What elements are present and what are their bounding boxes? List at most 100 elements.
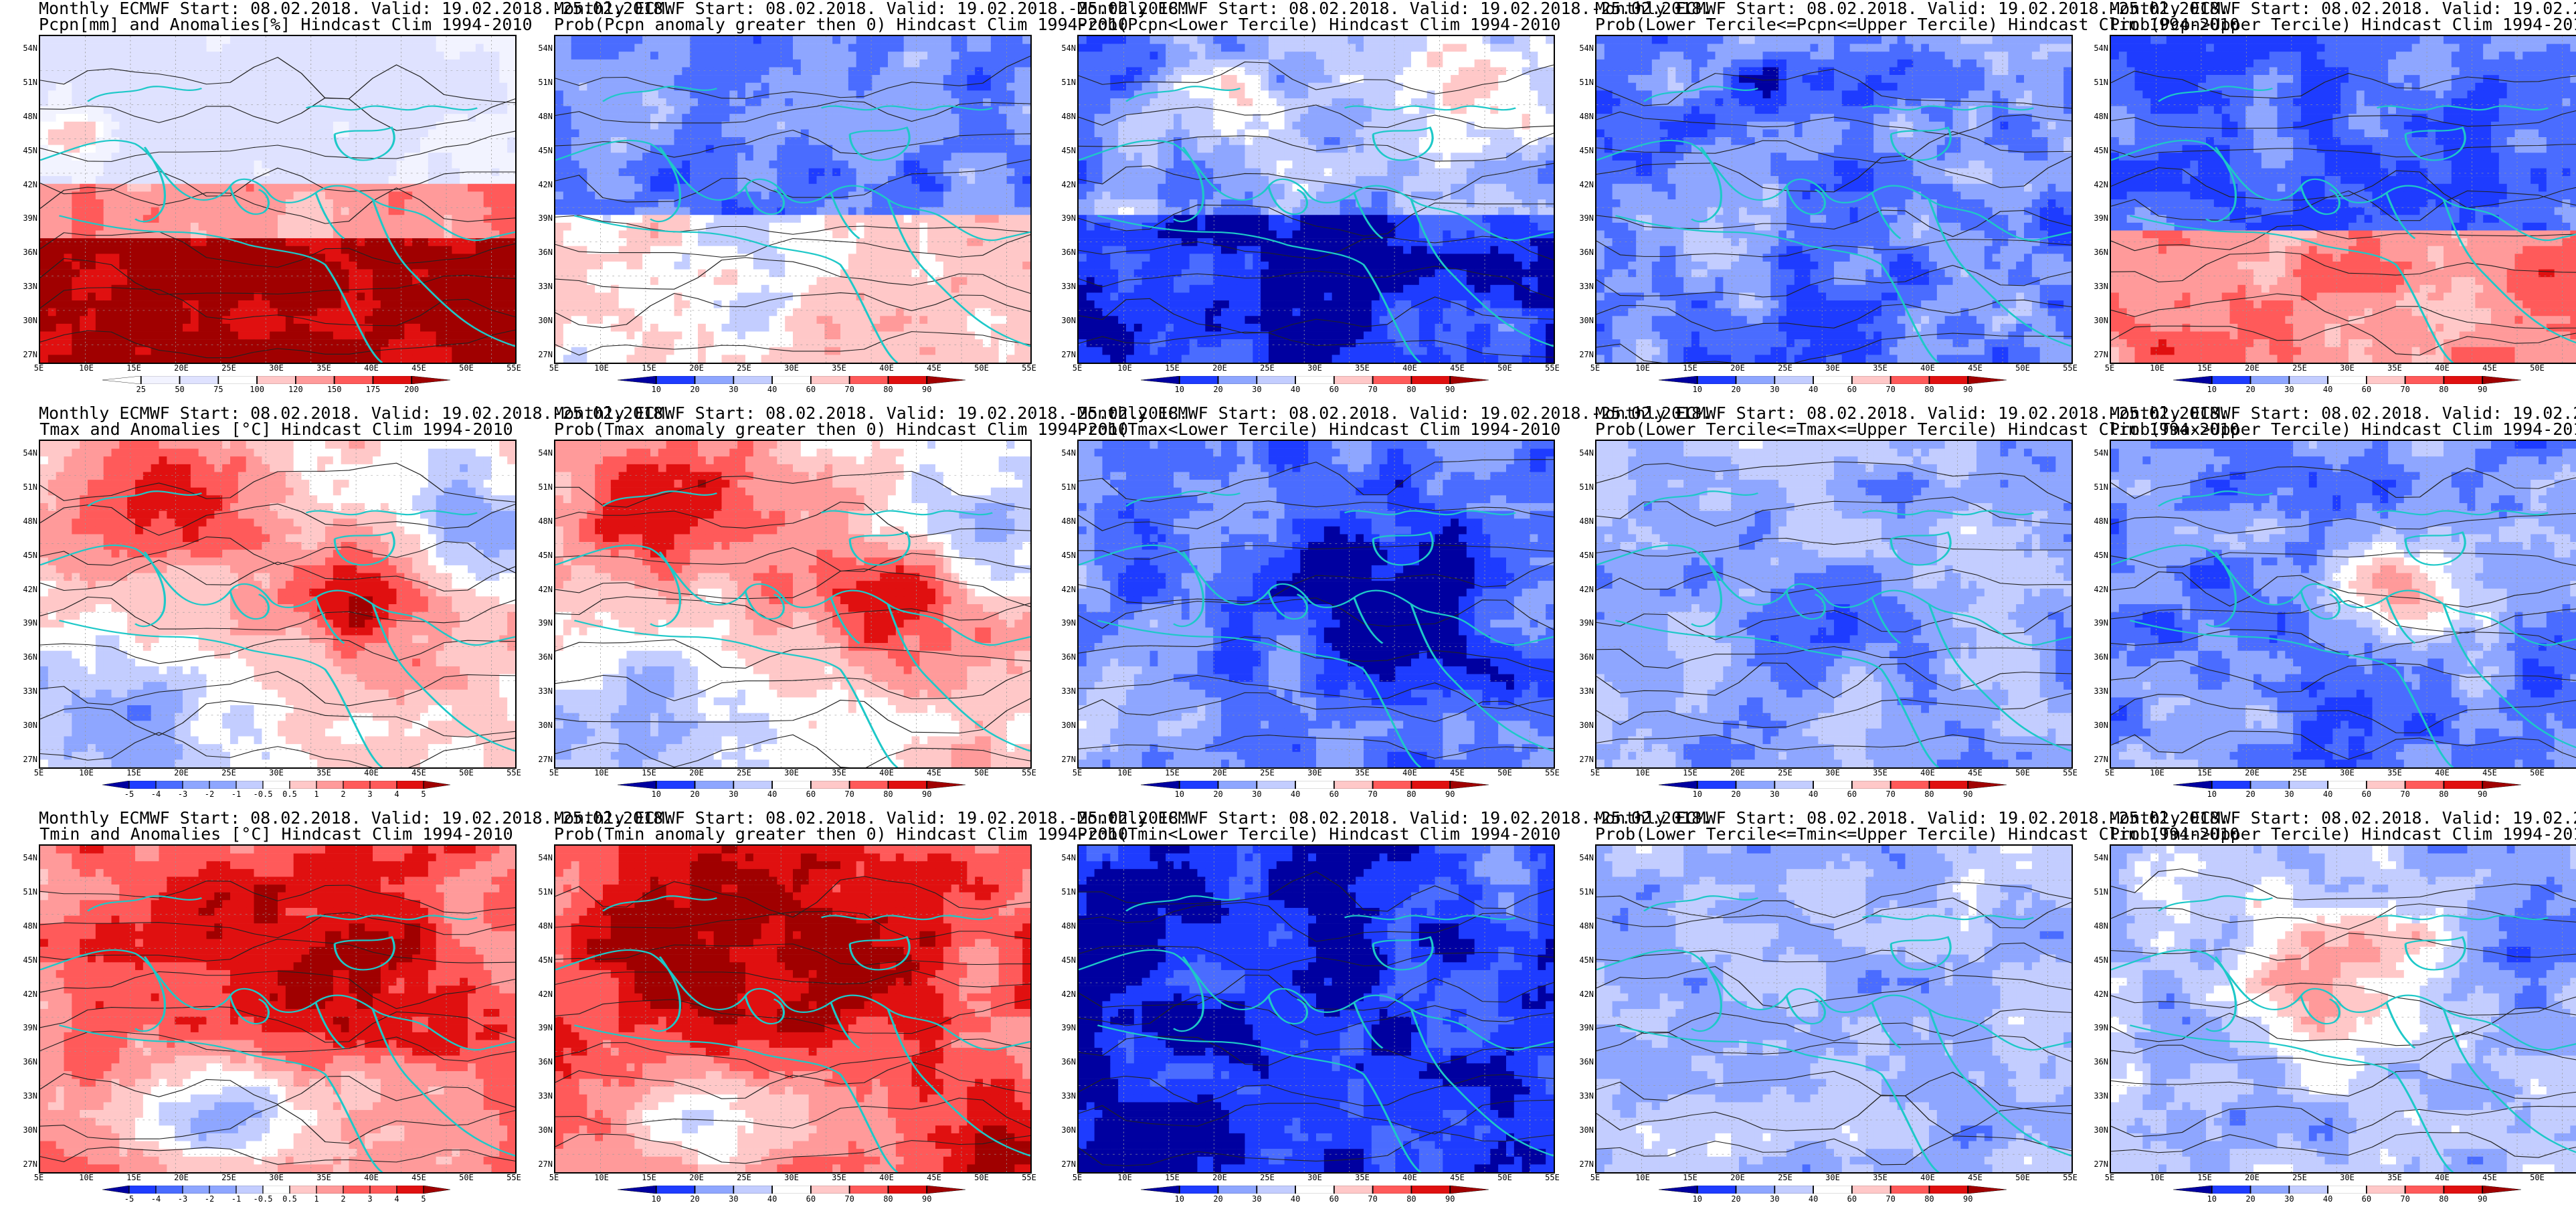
lat-label: 39N [20, 1024, 37, 1032]
lon-label: 30E [1823, 1174, 1843, 1182]
lat-label: 54N [2091, 449, 2108, 457]
lat-label: 45N [2091, 147, 2108, 155]
lon-label: 35E [314, 769, 334, 777]
colorbar-swatch [2289, 376, 2328, 384]
colorbar [1141, 376, 1489, 384]
lat-label: 54N [1059, 44, 1076, 52]
colorbar-swatch [263, 781, 290, 789]
lon-label: 20E [171, 1174, 191, 1182]
lon-label: 50E [1495, 364, 1515, 372]
lon-label: 40E [1400, 769, 1420, 777]
lon-label: 35E [829, 364, 849, 372]
anomaly-field [2111, 441, 2576, 767]
lat-label: 36N [535, 653, 553, 661]
map-canvas [1596, 441, 2072, 767]
map-frame [1595, 844, 2073, 1174]
lat-label: 33N [1059, 1092, 1076, 1100]
colorbar-tick-label: 60 [1324, 385, 1344, 393]
lat-label: 48N [535, 112, 553, 120]
colorbar-swatch [1813, 1186, 1852, 1194]
colorbar-tick-label: 20 [2241, 1195, 2261, 1203]
colorbar-swatch [1257, 1186, 1295, 1194]
lat-label: 45N [20, 956, 37, 964]
lat-label: 45N [20, 551, 37, 559]
map-frame [1077, 35, 1555, 364]
lat-label: 42N [1576, 585, 1594, 593]
colorbar-swatch [156, 1186, 183, 1194]
colorbar-swatch [102, 1186, 129, 1194]
lat-label: 48N [2091, 922, 2108, 930]
colorbar-tick-label: 20 [1208, 1195, 1228, 1203]
colorbar-tick-label: 70 [1881, 385, 1901, 393]
lon-label: 35E [1352, 769, 1372, 777]
colorbar-swatch [290, 781, 316, 789]
lon-label: 55E [1542, 1174, 1562, 1182]
lon-label: 50E [456, 364, 476, 372]
lon-label: 30E [266, 1174, 286, 1182]
map-canvas [1596, 36, 2072, 363]
lon-label: 40E [361, 769, 381, 777]
lat-label: 42N [1576, 990, 1594, 998]
map-canvas [40, 846, 515, 1172]
colorbar-tick-label: 40 [1803, 790, 1823, 798]
lon-label: 45E [924, 1174, 944, 1182]
lat-label: 48N [2091, 112, 2108, 120]
colorbar-swatch [1852, 781, 1891, 789]
lon-label: 35E [314, 1174, 334, 1182]
lon-label: 10E [76, 769, 96, 777]
lat-label: 42N [20, 585, 37, 593]
colorbar-swatch [183, 781, 209, 789]
lon-label: 40E [1918, 769, 1938, 777]
colorbar-swatch [1295, 376, 1334, 384]
lat-label: 36N [1059, 1058, 1076, 1066]
map-panel-p35: Monthly ECMWF Start: 08.02.2018. Valid: … [2091, 810, 2576, 1211]
map-frame [1077, 844, 1555, 1174]
colorbar-swatch [397, 781, 424, 789]
lon-label: 10E [591, 769, 612, 777]
lat-label: 39N [1059, 619, 1076, 627]
lon-label: 30E [781, 1174, 802, 1182]
lat-label: 39N [1059, 1024, 1076, 1032]
lon-label: 55E [1542, 364, 1562, 372]
map-frame [1077, 440, 1555, 769]
anomaly-field [1596, 846, 2072, 1172]
colorbar-tick-label: 70 [1881, 790, 1901, 798]
colorbar-tick-label: 20 [685, 1195, 705, 1203]
lon-label: 35E [1870, 364, 1890, 372]
colorbar-tick-label: 90 [2472, 385, 2492, 393]
colorbar [2173, 376, 2521, 384]
colorbar-graphic [102, 781, 450, 789]
lat-label: 42N [20, 990, 37, 998]
lat-label: 51N [2091, 78, 2108, 86]
colorbar-tick-label: 70 [2395, 790, 2415, 798]
lat-label: 42N [1059, 181, 1076, 189]
lon-label: 50E [2013, 364, 2033, 372]
lat-label: 39N [2091, 1024, 2108, 1032]
lon-label: 15E [1680, 769, 1700, 777]
lat-label: 33N [1576, 282, 1594, 290]
lat-label: 51N [20, 78, 37, 86]
colorbar-tick-label: 80 [1401, 790, 1421, 798]
colorbar-tick-label: 90 [1440, 1195, 1460, 1203]
colorbar-swatch [1180, 1186, 1218, 1194]
lon-label: 5E [1067, 364, 1087, 372]
colorbar-tick-label: 10 [646, 385, 666, 393]
panel-subtitle: Prob(Lower Tercile<=Tmin<=Upper Tercile)… [1595, 826, 2070, 843]
lat-label: 51N [2091, 888, 2108, 896]
lat-label: 36N [535, 248, 553, 256]
lon-label: 10E [1633, 769, 1653, 777]
lon-label: 35E [1352, 364, 1372, 372]
colorbar-tick-label: 10 [2202, 385, 2222, 393]
colorbar-swatch [2251, 1186, 2290, 1194]
colorbar-swatch [2212, 781, 2251, 789]
colorbar-swatch [156, 781, 183, 789]
colorbar [618, 781, 965, 789]
colorbar-swatch [1774, 781, 1813, 789]
lon-label: 40E [361, 364, 381, 372]
colorbar-swatch [102, 376, 141, 384]
lat-label: 51N [535, 483, 553, 491]
lat-label: 51N [535, 78, 553, 86]
anomaly-field [555, 36, 1030, 363]
lat-label: 45N [1059, 956, 1076, 964]
lon-label: 20E [686, 769, 707, 777]
